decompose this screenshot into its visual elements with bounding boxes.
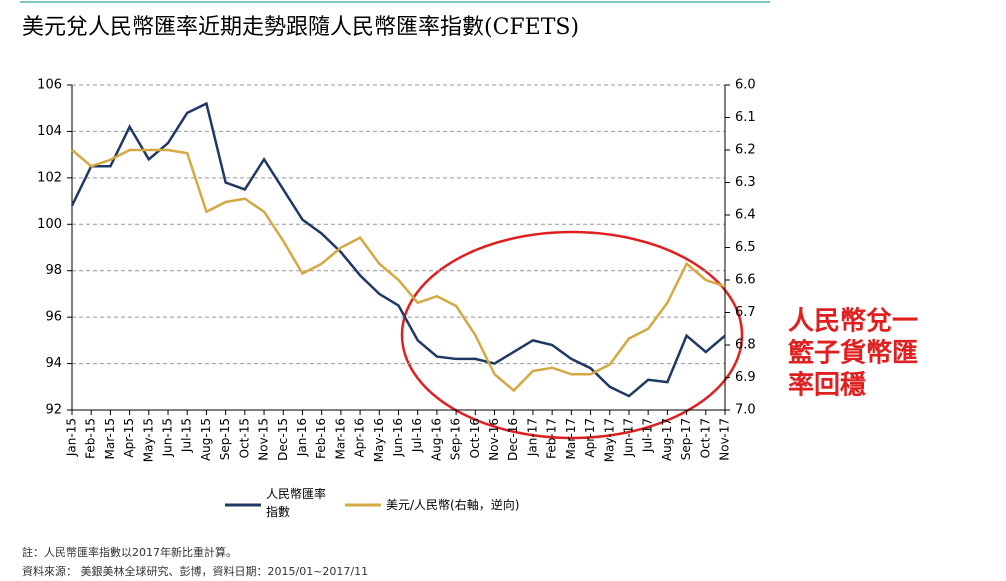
x-tick-label: Feb-17 <box>545 418 559 459</box>
x-tick-label: Jul-16 <box>410 418 424 453</box>
series-line <box>71 148 726 393</box>
y2-tick-label: 6.1 <box>735 110 756 125</box>
x-tick-label: Mar-15 <box>103 418 117 459</box>
highlight-ellipse <box>400 230 744 440</box>
x-tick-label: Nov-16 <box>487 418 501 461</box>
y2-tick-label: 6.4 <box>735 208 756 223</box>
y-tick-label: 106 <box>37 78 62 93</box>
x-tick-label: Feb-15 <box>84 418 98 459</box>
x-tick-label: Oct-16 <box>468 418 482 458</box>
y-tick-label: 96 <box>45 310 62 325</box>
x-tick-label: Jan-16 <box>295 418 309 457</box>
y2-tick-label: 6.9 <box>735 370 756 385</box>
x-tick-label: Apr-16 <box>353 418 367 458</box>
x-tick-label: Apr-17 <box>583 418 597 458</box>
annotation: 籃子貨幣匯 <box>788 338 918 369</box>
x-tick-label: Sep-17 <box>679 418 693 460</box>
x-tick-label: May-16 <box>372 418 386 462</box>
x-tick-label: Jun-17 <box>621 418 635 457</box>
legend-entry: 美元/人民幣(右軸，逆向) <box>386 498 520 512</box>
x-tick-label: Feb-16 <box>314 418 328 459</box>
y2-tick-label: 6.5 <box>735 240 756 255</box>
x-tick-label: Aug-16 <box>429 418 443 461</box>
x-tick-label: Jun-15 <box>161 418 175 457</box>
series-line <box>70 101 726 398</box>
legend-entry: 人民幣匯率指數 <box>266 487 327 519</box>
y-tick-label: 94 <box>45 356 62 371</box>
annotation: 人民幣兌一 <box>788 307 918 337</box>
y2-tick-label: 6.0 <box>735 78 756 93</box>
x-tick-label: Aug-15 <box>199 418 213 461</box>
y-tick-label: 92 <box>45 403 62 418</box>
x-tick-label: Sep-16 <box>449 418 463 460</box>
x-tick-label: Oct-17 <box>698 418 712 458</box>
footnote: 資料來源： 美銀美林全球研究、彭博，資料日期：2015/01~2017/11 <box>22 564 368 578</box>
x-tick-label: Aug-17 <box>660 418 674 461</box>
x-tick-label: Dec-16 <box>506 418 520 461</box>
x-tick-label: Dec-15 <box>276 418 290 461</box>
x-tick-label: May-17 <box>602 418 616 462</box>
x-tick-label: Jun-16 <box>391 418 405 457</box>
y2-tick-label: 6.6 <box>735 273 756 288</box>
x-tick-label: Mar-17 <box>564 418 578 459</box>
x-tick-label: Sep-15 <box>218 418 232 460</box>
x-tick-label: Nov-17 <box>718 418 732 461</box>
y2-tick-label: 6.8 <box>735 338 756 353</box>
x-tick-label: Jul-17 <box>641 418 655 453</box>
y2-tick-label: 7.0 <box>735 403 756 418</box>
x-tick-label: Apr-15 <box>122 418 136 458</box>
x-tick-label: Nov-15 <box>257 418 271 461</box>
x-tick-label: Jan-17 <box>525 418 539 457</box>
x-tick-label: Oct-15 <box>237 418 251 458</box>
y-tick-label: 100 <box>37 217 62 232</box>
chart-title: 美元兌人民幣匯率近期走勢跟隨人民幣匯率指數(CFETS) <box>22 15 579 40</box>
y2-tick-label: 6.3 <box>735 175 756 190</box>
x-tick-label: Jan-15 <box>65 418 79 457</box>
x-tick-label: Jul-15 <box>180 418 194 453</box>
y2-tick-label: 6.7 <box>735 305 756 320</box>
legend-label: 美元/人民幣(右軸，逆向) <box>386 498 520 512</box>
legend-label: 人民幣匯率指數 <box>266 487 327 519</box>
y-tick-label: 104 <box>37 124 62 139</box>
y2-tick-label: 6.2 <box>735 143 756 158</box>
annotation: 率回穩 <box>788 370 866 401</box>
footnote: 註：人民幣匯率指數以2017年新比重計算。 <box>22 545 237 559</box>
x-tick-label: May-15 <box>141 418 155 462</box>
x-tick-label: Mar-16 <box>333 418 347 459</box>
y-tick-label: 98 <box>45 263 62 278</box>
y-tick-label: 102 <box>37 170 62 185</box>
